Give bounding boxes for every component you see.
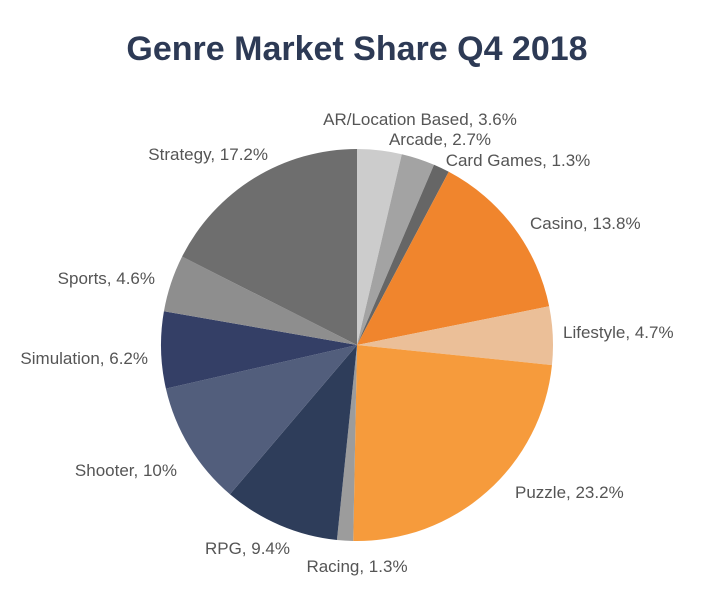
slice-label: Strategy, 17.2% bbox=[148, 145, 268, 164]
pie-slice bbox=[357, 306, 553, 366]
category-label: Sports bbox=[58, 269, 107, 288]
category-label: Shooter bbox=[75, 461, 135, 480]
slice-label: Shooter, 10% bbox=[75, 461, 177, 480]
category-label: Arcade bbox=[389, 130, 443, 149]
pie-slice bbox=[353, 345, 552, 542]
value-label: , 9.4% bbox=[242, 539, 290, 558]
category-label: AR/Location Based bbox=[323, 110, 469, 129]
chart-title: Genre Market Share Q4 2018 bbox=[126, 30, 587, 68]
slice-label: Simulation, 6.2% bbox=[20, 349, 148, 368]
slice-label: RPG, 9.4% bbox=[205, 539, 290, 558]
pie-slice bbox=[182, 149, 357, 345]
slice-label: Puzzle, 23.2% bbox=[515, 483, 624, 502]
pie-slice bbox=[160, 311, 357, 389]
value-label: , 13.8% bbox=[583, 214, 641, 233]
category-label: Casino bbox=[530, 214, 583, 233]
pie-slice bbox=[357, 164, 449, 345]
value-label: , 10% bbox=[134, 461, 177, 480]
category-label: Puzzle bbox=[515, 483, 566, 502]
pie-slice bbox=[163, 256, 357, 345]
value-label: , 1.3% bbox=[359, 557, 407, 576]
category-label: Simulation bbox=[20, 349, 99, 368]
slice-label: Sports, 4.6% bbox=[58, 269, 155, 288]
pie-slice bbox=[357, 171, 550, 345]
pie-slice bbox=[357, 149, 402, 345]
category-label: Card Games bbox=[446, 151, 542, 170]
slice-label: Lifestyle, 4.7% bbox=[563, 323, 674, 342]
value-label: , 17.2% bbox=[210, 145, 268, 164]
pie-slice bbox=[336, 345, 357, 541]
category-label: Racing bbox=[306, 557, 359, 576]
value-label: , 3.6% bbox=[469, 110, 517, 129]
pie-slice bbox=[357, 154, 435, 345]
category-label: RPG bbox=[205, 539, 242, 558]
value-label: , 4.6% bbox=[107, 269, 155, 288]
category-label: Lifestyle bbox=[563, 323, 625, 342]
slice-label: Casino, 13.8% bbox=[530, 214, 641, 233]
slice-label: Racing, 1.3% bbox=[306, 557, 407, 576]
value-label: , 1.3% bbox=[542, 151, 590, 170]
slice-label: AR/Location Based, 3.6% bbox=[323, 110, 517, 129]
category-label: Strategy bbox=[148, 145, 212, 164]
value-label: , 23.2% bbox=[566, 483, 624, 502]
pie-slice bbox=[165, 345, 357, 495]
slice-label: Card Games, 1.3% bbox=[446, 151, 591, 170]
value-label: , 6.2% bbox=[100, 349, 148, 368]
pie-slice bbox=[229, 345, 357, 540]
value-label: , 2.7% bbox=[443, 130, 491, 149]
value-label: , 4.7% bbox=[625, 323, 673, 342]
slice-label: Arcade, 2.7% bbox=[389, 130, 491, 149]
